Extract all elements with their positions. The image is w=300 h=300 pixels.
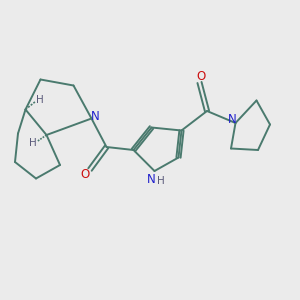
Text: H: H [29,138,37,148]
Text: H: H [157,176,164,187]
Text: N: N [91,110,100,123]
Text: N: N [146,173,155,186]
Text: N: N [228,113,237,126]
Text: H: H [36,95,43,105]
Text: O: O [80,167,89,181]
Text: O: O [196,70,206,83]
